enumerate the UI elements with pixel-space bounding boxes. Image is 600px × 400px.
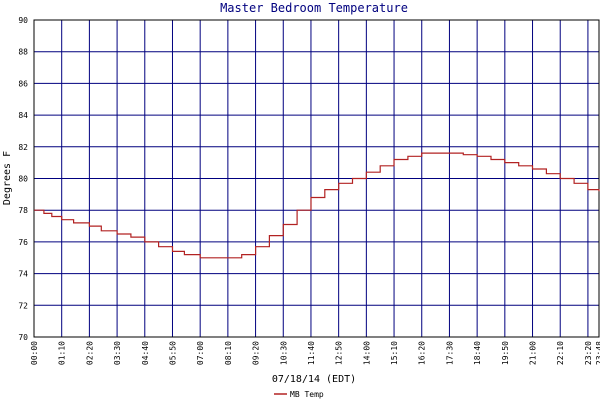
- series-line-mb-temp: [34, 152, 600, 259]
- x-tick-label: 15:10: [390, 341, 399, 365]
- x-tick-label: 01:10: [58, 341, 67, 365]
- x-axis-label: 07/18/14 (EDT): [272, 374, 356, 385]
- y-tick-label: 74: [18, 270, 28, 279]
- x-tick-label: 18:40: [473, 341, 482, 365]
- x-tick-label: 12:50: [335, 341, 344, 365]
- y-tick-label: 76: [18, 238, 28, 247]
- y-axis-label: Degrees F: [2, 151, 13, 205]
- x-tick-label: 03:30: [113, 341, 122, 365]
- y-tick-label: 80: [18, 175, 28, 184]
- x-tick-label: 23:20: [584, 341, 593, 365]
- plot-frame: [33, 19, 600, 338]
- y-tick-label: 82: [18, 143, 28, 152]
- x-tick-label: 23:48: [595, 341, 600, 365]
- x-tick-label: 10:30: [279, 341, 288, 365]
- y-tick-labels: 70 72 74 76 78 80 82 84 86 88 90: [18, 16, 28, 342]
- y-tick-label: 78: [18, 206, 28, 215]
- x-tick-label: 11:40: [307, 341, 316, 365]
- x-tick-label: 21:00: [529, 341, 538, 365]
- x-tick-label: 17:30: [445, 341, 454, 365]
- x-tick-label: 19:50: [501, 341, 510, 365]
- x-tick-label: 16:20: [418, 341, 427, 365]
- x-tick-label: 08:10: [224, 341, 233, 365]
- y-tick-label: 88: [18, 48, 28, 57]
- x-tick-label: 02:20: [85, 341, 94, 365]
- y-tick-label: 90: [18, 16, 28, 25]
- y-tick-label: 84: [18, 111, 28, 120]
- x-tick-label: 00:00: [30, 341, 39, 365]
- legend-label: MB Temp: [290, 390, 324, 399]
- x-tick-label: 07:00: [196, 341, 205, 365]
- x-tick-label: 22:10: [556, 341, 565, 365]
- y-tick-label: 70: [18, 333, 28, 342]
- x-tick-labels: 00:00 01:10 02:20 03:30 04:40 05:50 07:00 08:10…: [30, 341, 600, 365]
- x-tick-label: 05:50: [168, 341, 177, 365]
- x-tick-label: 14:00: [362, 341, 371, 365]
- legend: MB Temp: [274, 390, 324, 399]
- y-tick-label: 86: [18, 79, 28, 88]
- x-tick-label: 09:20: [252, 341, 261, 365]
- chart-title: Master Bedroom Temperature: [220, 1, 408, 15]
- x-tick-label: 04:40: [141, 341, 150, 365]
- y-tick-label: 72: [18, 301, 28, 310]
